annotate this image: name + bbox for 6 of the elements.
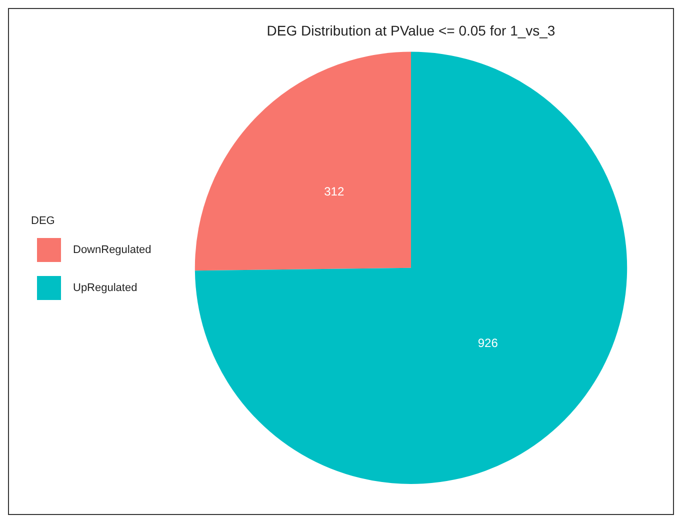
legend-label: UpRegulated [73, 282, 138, 294]
legend-label: DownRegulated [73, 244, 152, 256]
legend-title: DEG [31, 214, 56, 226]
chart-title: DEG Distribution at PValue <= 0.05 for 1_vs_3 [266, 22, 556, 38]
data-label: 926 [478, 336, 498, 350]
data-label: 312 [324, 184, 344, 198]
